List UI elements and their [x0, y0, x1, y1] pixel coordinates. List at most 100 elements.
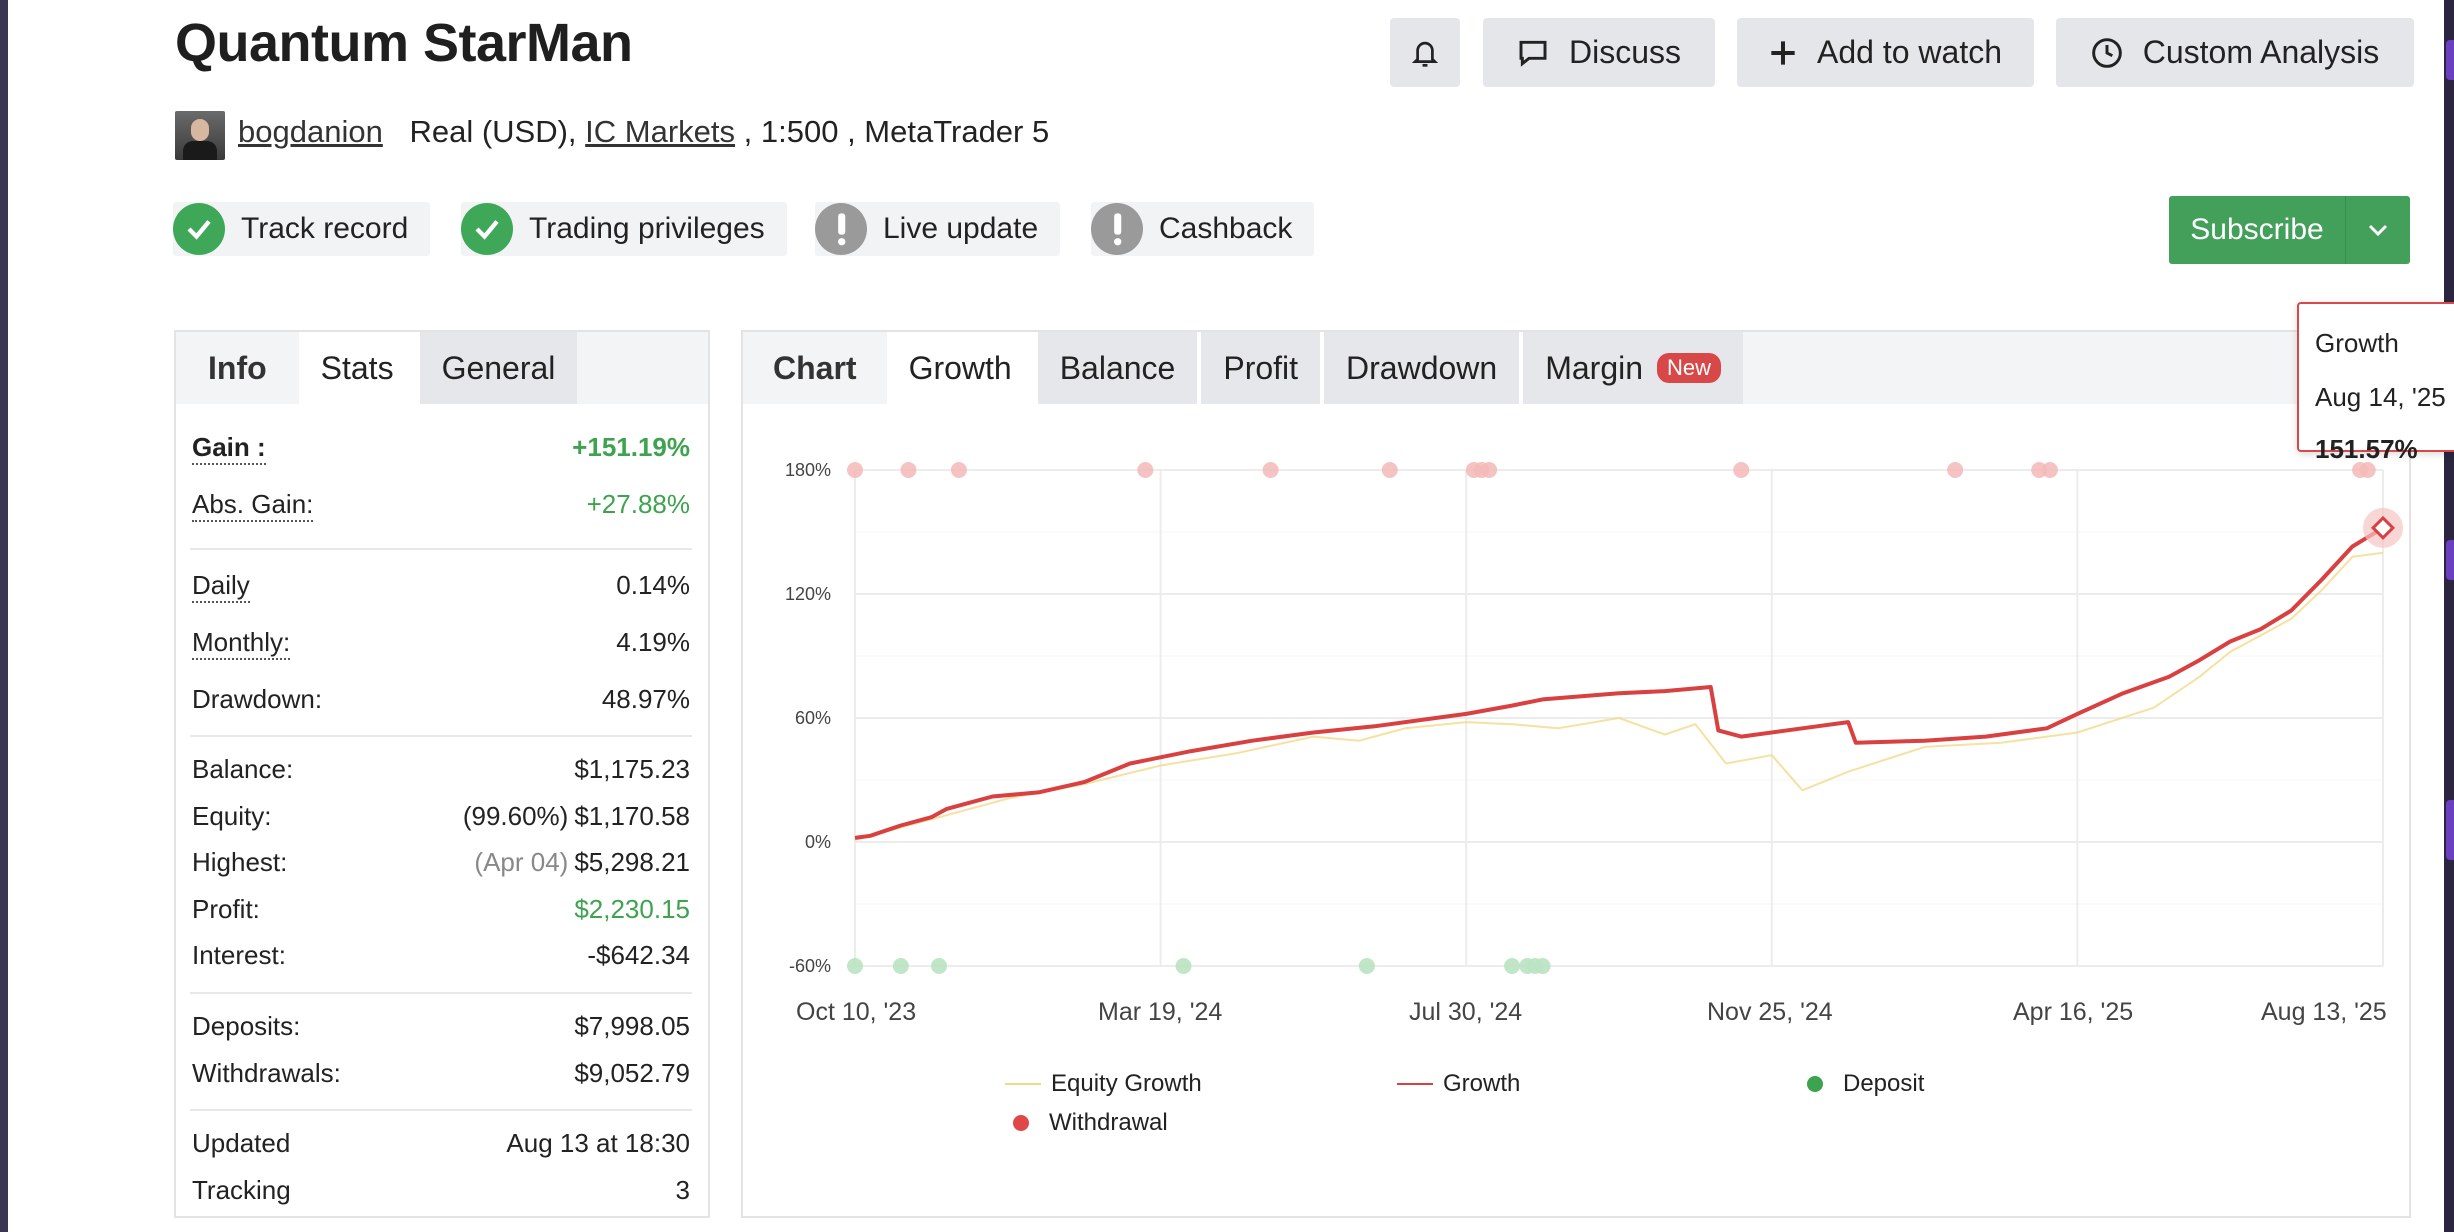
stat-label: Drawdown: — [192, 684, 323, 714]
badge-label: Trading privileges — [529, 212, 765, 245]
tab-growth[interactable]: Growth — [886, 332, 1034, 404]
subscribe-dropdown-button[interactable] — [2345, 196, 2410, 264]
stat-interest: Interest: -$642.34 — [192, 940, 690, 971]
stat-value: 0.14% — [616, 570, 690, 600]
new-badge: New — [1657, 353, 1722, 383]
deposit-marker — [1175, 958, 1192, 974]
equity-growth-series-line — [854, 551, 2384, 841]
tab-profit[interactable]: Profit — [1197, 332, 1321, 404]
stat-label: Tracking — [192, 1175, 291, 1205]
stat-value: 4.19% — [616, 627, 690, 657]
stat-label: Balance: — [192, 754, 294, 784]
edge-knob — [2446, 800, 2454, 860]
legend-label: Equity Growth — [1051, 1070, 1202, 1097]
y-tick-label: 0% — [804, 832, 831, 852]
stat-highest-date: (Apr 04) — [474, 847, 569, 877]
hover-point-marker — [2370, 515, 2396, 540]
withdrawal-marker — [2041, 462, 2058, 478]
username-link[interactable]: bogdanion — [238, 114, 383, 149]
legend-withdrawal[interactable]: Withdrawal — [1013, 1109, 1168, 1137]
x-tick-label: Aug 13, '25 — [2261, 998, 2387, 1026]
tab-drawdown[interactable]: Drawdown — [1320, 332, 1520, 404]
withdrawal-marker — [1137, 462, 1154, 478]
legend-equity-growth[interactable]: Equity Growth — [1005, 1070, 1202, 1098]
stat-label[interactable]: Daily — [192, 570, 250, 603]
window-edge-right — [2444, 0, 2454, 1232]
stat-label: Interest: — [192, 940, 286, 970]
badge-label: Track record — [241, 212, 409, 245]
stat-value: 3 — [675, 1175, 690, 1205]
divider — [190, 735, 692, 737]
tab-balance[interactable]: Balance — [1033, 332, 1198, 404]
custom-analysis-button[interactable]: Custom Analysis — [2056, 18, 2414, 87]
badge-label: Cashback — [1159, 212, 1293, 245]
stat-abs-gain: Abs. Gain: +27.88% — [192, 489, 690, 522]
x-tick-label: Jul 30, '24 — [1409, 998, 1523, 1026]
legend-label: Growth — [1443, 1070, 1521, 1097]
tab-margin[interactable]: Margin New — [1519, 332, 1744, 404]
discuss-button[interactable]: Discuss — [1483, 18, 1715, 87]
stat-label: Withdrawals: — [192, 1058, 341, 1088]
stat-value: -$642.34 — [587, 940, 690, 970]
withdrawal-marker — [1381, 462, 1398, 478]
stat-label: Deposits: — [192, 1011, 301, 1041]
edge-knob — [2446, 540, 2454, 580]
badge-live-update[interactable]: Live update — [815, 202, 1061, 256]
legend-growth[interactable]: Growth — [1397, 1070, 1520, 1098]
legend-deposit[interactable]: Deposit — [1807, 1070, 1924, 1098]
tooltip-date: Aug 14, '25 — [2315, 382, 2446, 412]
stat-daily: Daily 0.14% — [192, 570, 690, 603]
badge-cashback[interactable]: Cashback — [1091, 202, 1315, 256]
y-tick-label: 60% — [794, 708, 831, 728]
tab-margin-label: Margin — [1545, 349, 1644, 386]
avatar[interactable] — [175, 111, 225, 160]
deposit-marker — [931, 958, 948, 974]
notifications-button[interactable] — [1390, 18, 1460, 87]
badge-label: Live update — [883, 212, 1039, 245]
discuss-label: Discuss — [1568, 34, 1681, 70]
tab-general[interactable]: General — [415, 332, 578, 404]
stat-value: $1,170.58 — [574, 801, 690, 831]
y-tick-label: -60% — [788, 956, 831, 976]
broker-link[interactable]: IC Markets — [585, 114, 736, 149]
stat-drawdown: Drawdown: 48.97% — [192, 684, 690, 715]
add-to-watch-button[interactable]: Add to watch — [1737, 18, 2034, 87]
badge-trading-privileges[interactable]: Trading privileges — [461, 202, 787, 256]
stat-label[interactable]: Abs. Gain: — [192, 489, 314, 522]
growth-chart[interactable] — [743, 332, 2409, 1216]
withdrawal-marker — [847, 462, 863, 478]
chart-tooltip: Growth Aug 14, '25 151.57% — [2297, 302, 2454, 464]
chart-tabs: Chart Growth Balance Profit Drawdown Mar… — [743, 332, 2409, 404]
chevron-down-icon — [2368, 224, 2388, 237]
deposit-marker — [847, 958, 863, 974]
stat-value: +27.88% — [586, 489, 690, 519]
account-type: Real (USD), — [409, 114, 577, 149]
divider — [190, 548, 692, 550]
badge-track-record[interactable]: Track record — [173, 202, 431, 256]
comment-icon — [1519, 40, 1547, 67]
stat-value: 48.97% — [601, 684, 690, 714]
stat-equity: Equity: (99.60%) $1,170.58 — [192, 801, 690, 832]
tab-info[interactable]: Info — [176, 332, 299, 404]
tab-stats[interactable]: Stats — [298, 332, 416, 404]
withdrawal-marker — [1947, 462, 1964, 478]
stat-value: $9,052.79 — [574, 1058, 690, 1088]
check-icon — [173, 203, 225, 255]
divider — [190, 1109, 692, 1111]
stat-label[interactable]: Gain : — [192, 432, 266, 465]
stat-value: $1,175.23 — [574, 754, 690, 784]
stat-balance: Balance: $1,175.23 — [192, 754, 690, 785]
x-tick-label: Apr 16, '25 — [2013, 998, 2134, 1026]
deposit-marker — [1358, 958, 1375, 974]
leverage-platform: , 1:500 , MetaTrader 5 — [743, 114, 1050, 149]
stat-updated: Updated Aug 13 at 18:30 — [192, 1128, 690, 1159]
subscribe-button[interactable]: Subscribe — [2190, 213, 2324, 246]
deposit-marker — [1504, 958, 1521, 974]
withdrawal-marker — [900, 462, 917, 478]
stat-label: Highest: — [192, 847, 288, 877]
stat-label[interactable]: Monthly: — [192, 627, 291, 660]
y-tick-label: 120% — [784, 584, 831, 604]
check-icon — [461, 203, 513, 255]
withdrawal-marker — [1262, 462, 1279, 478]
tab-chart[interactable]: Chart — [743, 332, 887, 404]
